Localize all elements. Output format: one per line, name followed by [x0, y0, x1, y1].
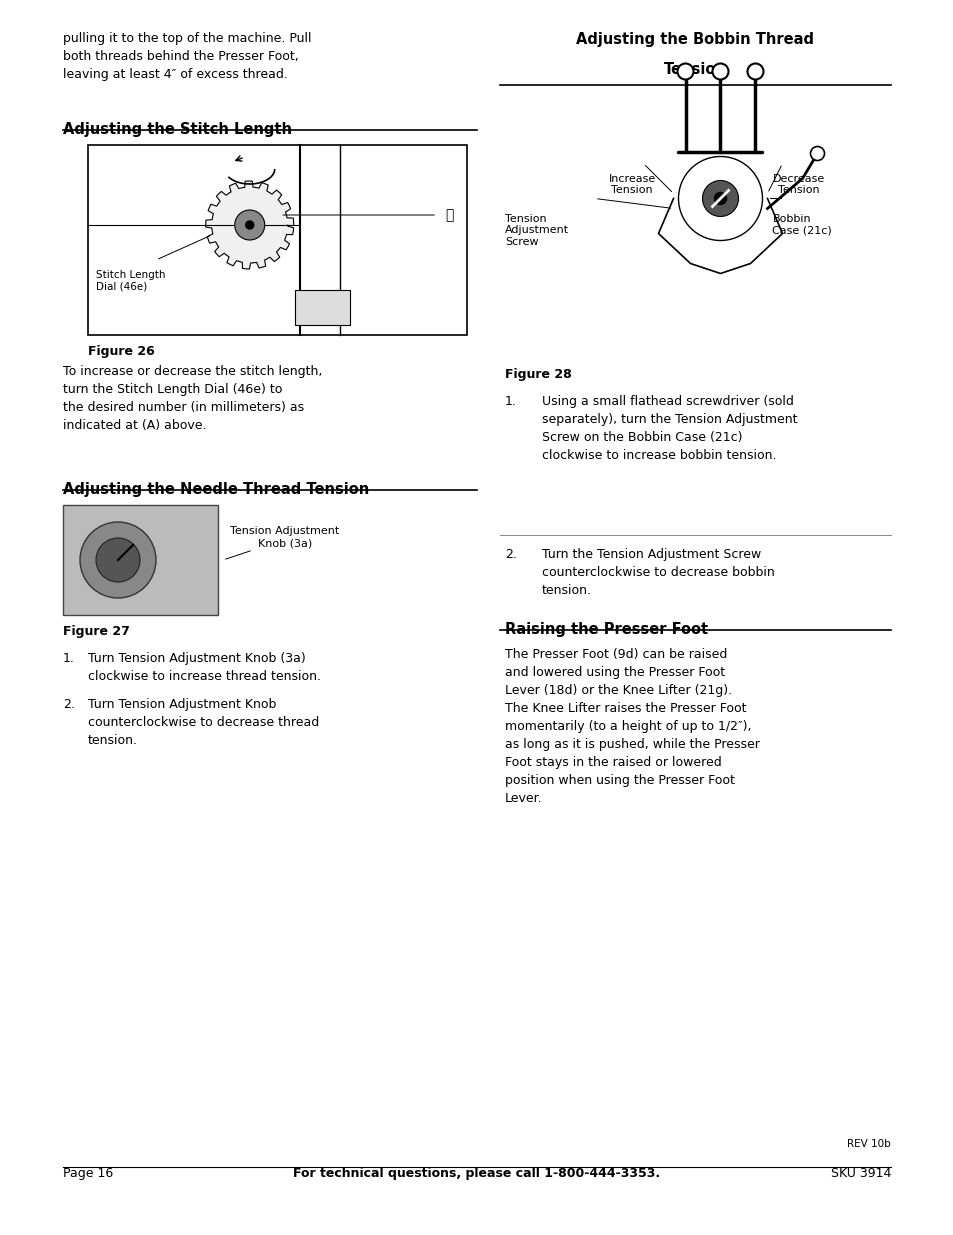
Text: Turn Tension Adjustment Knob
counterclockwise to decrease thread
tension.: Turn Tension Adjustment Knob countercloc… [88, 698, 319, 747]
Text: Tension
Adjustment
Screw: Tension Adjustment Screw [504, 214, 569, 247]
Text: The Presser Foot (9d) can be raised
and lowered using the Presser Foot
Lever (18: The Presser Foot (9d) can be raised and … [504, 648, 760, 805]
Text: Bobbin
Case (21c): Bobbin Case (21c) [772, 214, 831, 235]
Text: Decrease
Tension: Decrease Tension [772, 173, 824, 195]
Text: Page 16: Page 16 [63, 1167, 113, 1179]
Text: Tension Adjustment
Knob (3a): Tension Adjustment Knob (3a) [230, 526, 339, 548]
Text: 1.: 1. [504, 395, 517, 408]
Bar [88, 144, 467, 335]
Bar [294, 290, 350, 325]
Text: Figure 27: Figure 27 [63, 625, 130, 638]
Text: Ⓐ: Ⓐ [444, 207, 453, 222]
Circle shape [747, 63, 762, 79]
Text: Turn the Tension Adjustment Screw
counterclockwise to decrease bobbin
tension.: Turn the Tension Adjustment Screw counte… [541, 548, 774, 597]
Polygon shape [206, 182, 294, 269]
Circle shape [714, 193, 726, 205]
Text: Adjusting the Stitch Length: Adjusting the Stitch Length [63, 122, 292, 137]
Text: Increase
Tension: Increase Tension [608, 173, 655, 195]
Text: Adjusting the Needle Thread Tension: Adjusting the Needle Thread Tension [63, 482, 369, 496]
Text: Figure 26: Figure 26 [88, 345, 154, 358]
Circle shape [712, 63, 728, 79]
Text: 1.: 1. [63, 652, 74, 664]
Text: Adjusting the Bobbin Thread: Adjusting the Bobbin Thread [576, 32, 814, 47]
Text: REV 10b: REV 10b [846, 1139, 890, 1149]
Circle shape [677, 63, 693, 79]
Bar [63, 505, 218, 615]
Text: Using a small flathead screwdriver (sold
separately), turn the Tension Adjustmen: Using a small flathead screwdriver (sold… [541, 395, 797, 462]
Circle shape [701, 180, 738, 216]
Text: 2.: 2. [504, 548, 517, 561]
Text: For technical questions, please call 1-800-444-3353.: For technical questions, please call 1-8… [294, 1167, 659, 1179]
Text: To increase or decrease the stitch length,
turn the Stitch Length Dial (46e) to
: To increase or decrease the stitch lengt… [63, 366, 322, 432]
Text: 2.: 2. [63, 698, 74, 711]
Circle shape [810, 147, 823, 161]
Text: Raising the Presser Foot: Raising the Presser Foot [504, 622, 707, 637]
Text: Figure 28: Figure 28 [504, 368, 571, 382]
Text: SKU 3914: SKU 3914 [830, 1167, 890, 1179]
Text: Stitch Length
Dial (46e): Stitch Length Dial (46e) [96, 270, 165, 291]
Circle shape [96, 538, 140, 582]
Text: Turn Tension Adjustment Knob (3a)
clockwise to increase thread tension.: Turn Tension Adjustment Knob (3a) clockw… [88, 652, 320, 683]
Text: Tension: Tension [663, 62, 726, 77]
Text: pulling it to the top of the machine. Pull
both threads behind the Presser Foot,: pulling it to the top of the machine. Pu… [63, 32, 312, 82]
Circle shape [246, 221, 253, 228]
Circle shape [80, 522, 156, 598]
Circle shape [234, 210, 265, 240]
